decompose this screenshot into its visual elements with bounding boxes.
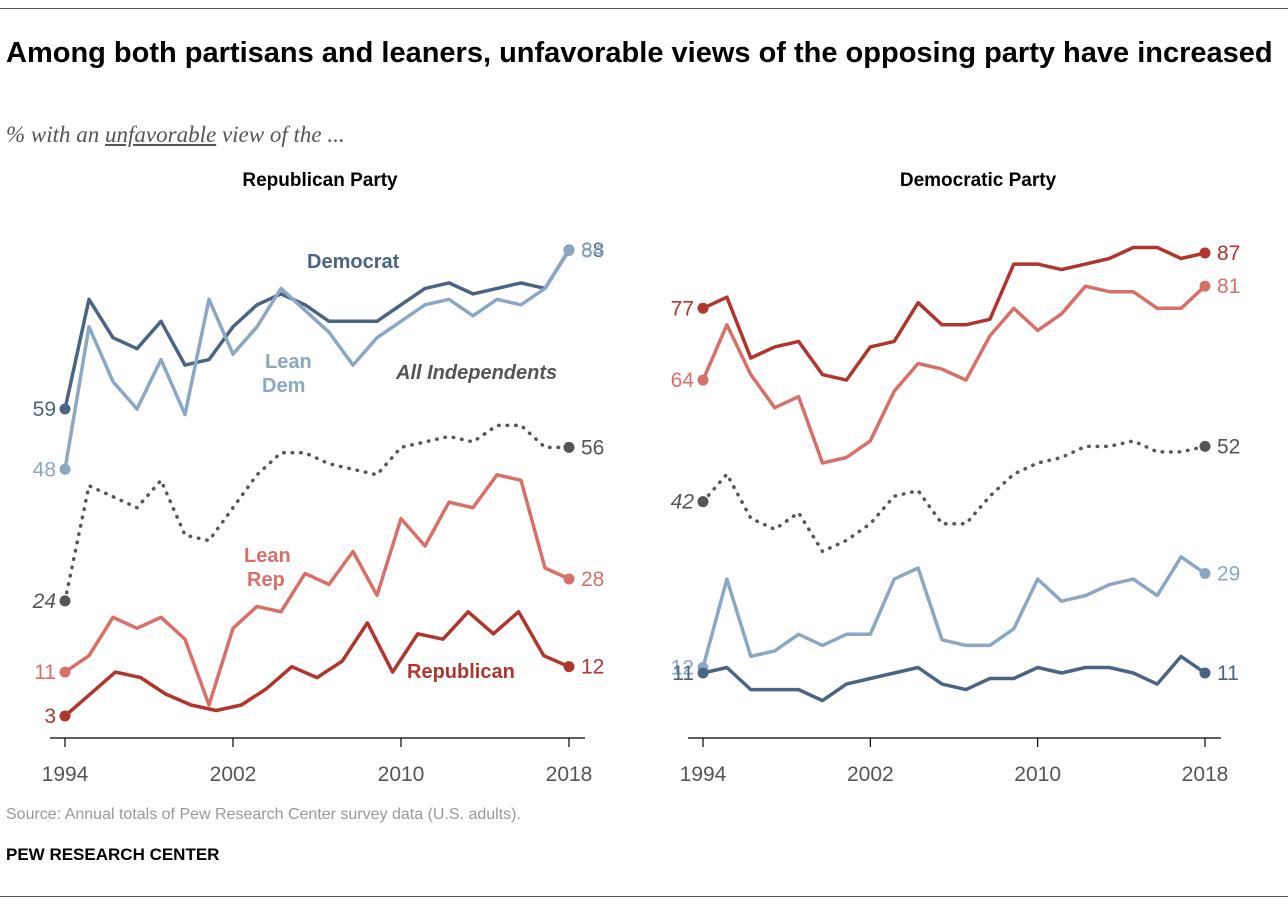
end-label-republican-party-lean-dem: 84: [581, 240, 605, 263]
series-line-republican-party-republican: [63, 610, 571, 718]
x-tick-label-democratic-party-2010: 2010: [1014, 763, 1061, 786]
end-point-republican-party-lean-dem: [563, 245, 575, 257]
end-label-democratic-party-lean-rep: 81: [1217, 275, 1240, 298]
end-label-democratic-party-all-independents: 52: [1217, 435, 1240, 458]
series-annotation-lean-1: Lean: [265, 351, 312, 373]
start-label-republican-party-lean-rep: 11: [34, 661, 56, 684]
source-note: Source: Annual totals of Pew Research Ce…: [6, 806, 521, 823]
bottom-rule: [0, 896, 1288, 897]
series-line-republican-party-lean-dem: [63, 248, 571, 472]
series-annotation-lean-4: Lean: [244, 545, 291, 567]
end-point-republican-party-all-independents: [563, 441, 575, 453]
x-tick-label-democratic-party-1994: 1994: [680, 763, 727, 786]
start-label-republican-party-lean-dem: 48: [33, 458, 56, 481]
x-tick-label-republican-party-2002: 2002: [210, 763, 257, 786]
end-point-democratic-party-all-independents: [1199, 440, 1211, 452]
start-point-republican-party-democrat: [59, 403, 71, 415]
start-label-republican-party-all-independents: 24: [32, 590, 56, 613]
series-line-republican-party-lean-rep: [63, 473, 571, 707]
end-label-democratic-party-republican: 87: [1217, 242, 1240, 265]
end-label-republican-party-republican: 12: [581, 656, 604, 679]
series-line-democratic-party-lean-dem: [701, 555, 1207, 670]
end-label-republican-party-all-independents: 56: [581, 436, 604, 459]
end-point-democratic-party-republican: [1199, 247, 1211, 259]
end-label-democratic-party-lean-dem: 29: [1217, 563, 1240, 586]
chart-title: Among both partisans and leaners, unfavo…: [6, 37, 1273, 69]
end-point-democratic-party-democrat: [1199, 667, 1211, 679]
start-label-republican-party-republican: 3: [44, 705, 56, 728]
start-label-democratic-party-lean-rep: 64: [671, 369, 695, 392]
series-line-republican-party-democrat: [63, 248, 571, 411]
subtitle-suffix: view of the ...: [216, 122, 345, 147]
start-point-democratic-party-democrat: [697, 667, 709, 679]
x-tick-label-democratic-party-2002: 2002: [847, 763, 894, 786]
start-point-republican-party-lean-rep: [59, 666, 71, 678]
brand-name: PEW RESEARCH CENTER: [6, 845, 220, 864]
end-point-republican-party-republican: [563, 661, 575, 673]
series-line-republican-party-all-independents: [63, 423, 571, 603]
chart-subtitle: % with an unfavorable view of the ...: [6, 122, 345, 148]
subtitle-prefix: % with an: [6, 122, 106, 147]
start-point-republican-party-republican: [59, 710, 71, 722]
start-label-republican-party-democrat: 59: [33, 398, 56, 421]
end-point-republican-party-lean-rep: [563, 573, 575, 585]
start-point-democratic-party-republican: [697, 302, 709, 314]
top-rule: [0, 8, 1288, 9]
panel-title-republican-party: Republican Party: [242, 170, 398, 191]
series-annotation-republican-6: Republican: [407, 661, 515, 683]
series-annotation-dem-2: Dem: [262, 375, 305, 397]
series-line-democratic-party-republican: [701, 245, 1207, 382]
start-point-republican-party-all-independents: [59, 595, 71, 607]
chart-democratic-party: 1994 2002 2010 2018 77 87 64 81 42 52 12 29 11 11: [671, 242, 1241, 786]
subtitle-underlined: unfavorable: [105, 122, 217, 147]
series-line-democratic-party-all-independents: [701, 439, 1207, 554]
x-tick-label-republican-party-1994: 1994: [42, 763, 89, 786]
end-label-democratic-party-democrat: 11: [1217, 662, 1239, 685]
start-point-republican-party-lean-dem: [59, 463, 71, 475]
series-annotation-all-independents-3: All Independents: [395, 362, 557, 384]
series-line-democratic-party-democrat: [701, 654, 1207, 703]
panel-title-democratic-party: Democratic Party: [899, 170, 1057, 191]
start-label-democratic-party-lean-dem: 12: [671, 656, 694, 679]
start-label-democratic-party-all-independents: 42: [671, 491, 695, 514]
x-tick-label-republican-party-2010: 2010: [378, 763, 425, 786]
end-label-republican-party-democrat: 88: [581, 239, 604, 262]
start-label-democratic-party-democrat: 11: [672, 662, 694, 685]
end-label-republican-party-lean-rep: 28: [581, 568, 604, 591]
start-point-democratic-party-lean-rep: [697, 374, 709, 386]
chart-republican-party: 1994 2002 2010 2018 59 88 48 84 24 56 11 28 3 12: [32, 239, 605, 786]
series-line-democratic-party-lean-rep: [701, 284, 1207, 465]
start-point-democratic-party-all-independents: [697, 496, 709, 508]
start-label-democratic-party-republican: 77: [671, 297, 694, 320]
series-annotation-democrat-0: Democrat: [307, 251, 400, 273]
end-point-democratic-party-lean-rep: [1199, 280, 1211, 292]
x-tick-label-democratic-party-2018: 2018: [1182, 763, 1229, 786]
x-tick-label-republican-party-2018: 2018: [546, 763, 593, 786]
series-annotation-rep-5: Rep: [247, 569, 285, 591]
end-point-democratic-party-lean-dem: [1199, 568, 1211, 580]
